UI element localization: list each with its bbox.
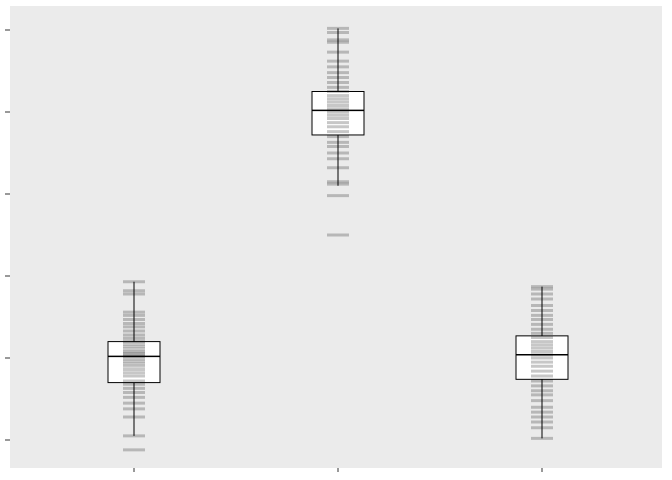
box-groups	[107, 26, 569, 452]
x-axis-ticks	[133, 468, 543, 472]
box-0	[107, 341, 161, 384]
box-2	[515, 335, 569, 380]
group-2	[515, 285, 569, 440]
group-0	[107, 280, 161, 452]
y-axis-ticks	[5, 29, 10, 441]
group-1	[311, 26, 365, 237]
box-1	[311, 91, 365, 136]
plot-panel	[10, 6, 662, 468]
